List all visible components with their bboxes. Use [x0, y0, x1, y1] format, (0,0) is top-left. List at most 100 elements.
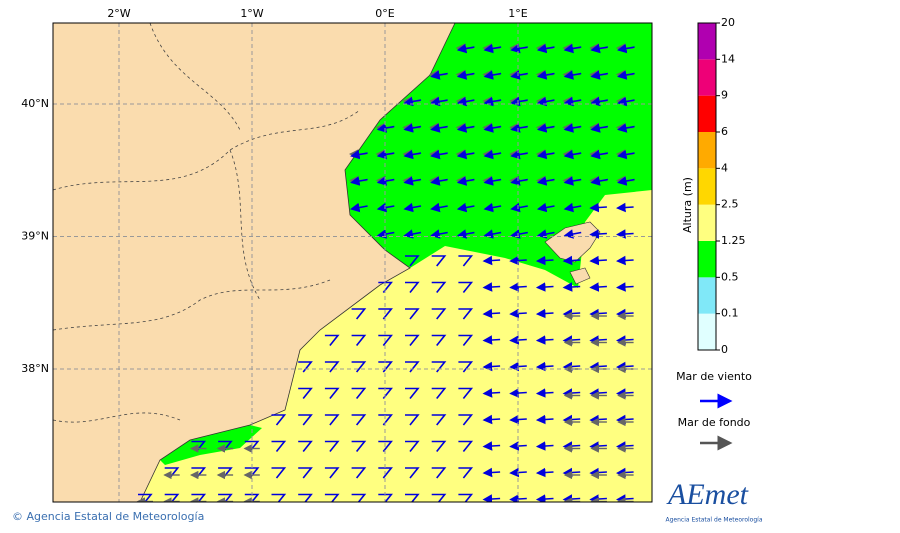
colorbar-label: 1.25 — [721, 234, 746, 247]
wind-sea-arrow — [458, 414, 474, 426]
wind-sea-arrow — [589, 494, 607, 502]
colorbar-segment — [698, 95, 716, 132]
wind-sea-arrow — [431, 414, 447, 426]
wind-sea-arrow — [509, 467, 527, 478]
wind-sea-arrow — [616, 202, 634, 213]
lon-label: 0°E — [375, 7, 394, 20]
wind-sea-arrow — [535, 467, 554, 478]
wind-sea-arrow — [405, 308, 420, 320]
wind-sea-arrow — [430, 70, 448, 80]
legend-swell: Mar de fondo — [678, 416, 751, 429]
wind-sea-arrow — [482, 255, 501, 266]
copyright: © Agencia Estatal de Meteorología — [12, 510, 204, 523]
wind-sea-arrow — [509, 335, 527, 345]
wind-sea-arrow — [376, 229, 395, 239]
wind-sea-arrow — [536, 123, 555, 133]
wind-sea-arrow — [510, 70, 528, 80]
wind-sea-arrow — [535, 282, 554, 292]
wind-sea-arrow — [351, 493, 367, 502]
graticule — [53, 23, 652, 502]
wind-sea-arrow — [509, 308, 527, 319]
wind-sea-arrow — [350, 149, 368, 160]
wind-sea-arrow — [403, 176, 422, 186]
wind-sea-arrow — [483, 96, 502, 107]
wind-sea-arrow — [535, 308, 554, 319]
wind-sea-arrow — [563, 202, 582, 213]
wind-sea-arrow — [351, 414, 367, 426]
wind-sea-arrow — [509, 441, 527, 451]
wind-sea-arrow — [616, 308, 634, 319]
wind-sea-arrow — [456, 202, 475, 213]
wind-sea-arrow — [431, 334, 447, 346]
logo-subtitle: Agencia Estatal de Meteorología — [666, 517, 763, 524]
wind-sea-arrow — [271, 493, 287, 502]
wind-sea-arrow — [431, 387, 447, 399]
wind-sea-arrow — [510, 149, 528, 160]
wind-sea-arrow — [536, 96, 555, 107]
colorbar-label: 0 — [721, 343, 728, 356]
wind-sea-arrow — [350, 202, 368, 213]
wind-sea-arrow — [590, 149, 609, 160]
wind-sea-arrow — [616, 255, 634, 266]
wind-sea-arrow — [351, 308, 367, 320]
sea-moderate — [345, 23, 652, 288]
wind-sea-arrow — [509, 361, 527, 372]
wind-sea-arrow — [535, 335, 554, 345]
wind-sea-arrow — [617, 43, 635, 54]
wind-sea-arrow — [271, 467, 287, 479]
wind-sea-arrow — [563, 123, 582, 133]
wind-sea-arrow — [616, 388, 634, 398]
wind-sea-arrow — [482, 282, 501, 292]
colorbar-segment — [698, 313, 716, 350]
wind-sea-arrow — [589, 229, 607, 239]
wind-sea-arrow — [589, 282, 607, 292]
wind-sea-arrow — [351, 440, 367, 452]
wind-sea-arrow — [535, 388, 554, 398]
wind-sea-arrow — [405, 414, 420, 426]
wind-sea-arrow — [562, 388, 581, 398]
wind-sea-arrow — [589, 467, 607, 478]
wind-sea-arrow — [376, 123, 395, 133]
wind-sea-arrow — [405, 440, 420, 452]
wave-arrows — [136, 43, 635, 502]
wind-sea-arrow — [298, 493, 313, 502]
wind-sea-arrow — [431, 493, 447, 502]
colorbar-label: 20 — [721, 16, 735, 29]
wind-sea-arrow — [589, 441, 607, 451]
wind-sea-arrow — [378, 308, 393, 320]
colorbar-segment — [698, 59, 716, 96]
wind-sea-arrow — [590, 43, 609, 54]
wind-sea-arrow — [509, 494, 527, 502]
colorbar-label: 0.5 — [721, 270, 739, 283]
wind-sea-arrow — [563, 96, 582, 107]
wind-sea-arrow — [510, 43, 528, 54]
wind-sea-arrow — [563, 70, 582, 80]
wind-sea-arrow — [536, 149, 555, 160]
wind-sea-arrow — [510, 176, 528, 186]
wind-sea-arrow — [405, 467, 420, 479]
wind-sea-arrow — [590, 96, 609, 107]
colorbar-label: 2.5 — [721, 198, 739, 211]
wind-sea-arrow — [482, 467, 501, 478]
wind-sea-arrow — [456, 43, 475, 54]
wind-sea-arrow — [298, 440, 313, 452]
wind-sea-arrow — [483, 149, 502, 160]
wind-sea-arrow — [563, 176, 582, 186]
wind-sea-arrow — [351, 467, 367, 479]
colorbar-segment — [698, 241, 716, 278]
wind-sea-arrow — [324, 414, 340, 426]
wind-sea-arrow — [298, 414, 313, 426]
wind-sea-arrow — [483, 70, 502, 80]
wind-sea-arrow — [562, 308, 581, 319]
wind-sea-arrow — [509, 255, 527, 266]
wind-sea-arrow — [431, 308, 447, 320]
wind-sea-arrow — [430, 202, 448, 213]
wind-sea-arrow — [616, 494, 634, 502]
wind-sea-arrow — [617, 149, 635, 160]
wind-sea-arrow — [324, 361, 340, 373]
wind-sea-arrow — [458, 334, 474, 346]
wind-sea-arrow — [431, 281, 447, 293]
wind-sea-arrow — [378, 440, 393, 452]
wind-sea-arrow — [351, 334, 367, 346]
wind-sea-arrow — [431, 467, 447, 479]
